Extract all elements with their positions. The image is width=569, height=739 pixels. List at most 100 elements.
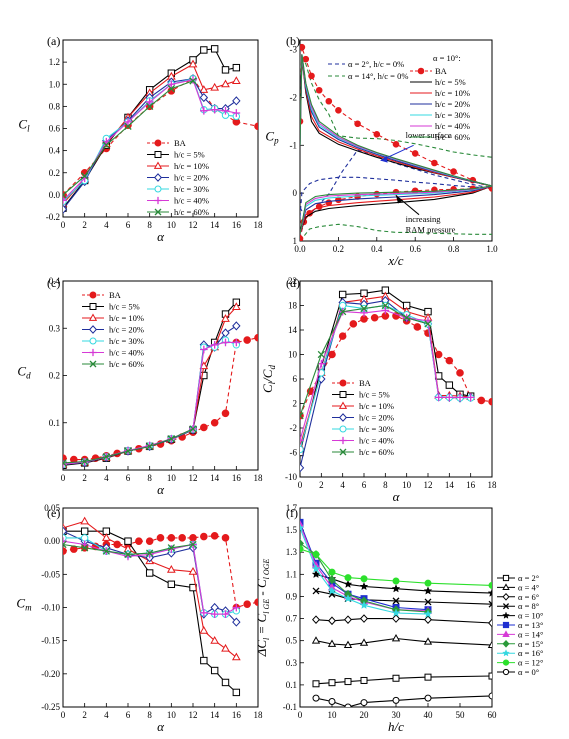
x-tick-label: 2 — [82, 473, 87, 483]
legend-label-h10: h/c = 10% — [174, 161, 209, 171]
series-f-3-point — [488, 600, 492, 608]
series-BA-point — [328, 350, 336, 359]
series-h5-point — [445, 381, 454, 389]
legend-marker — [502, 630, 510, 637]
legend-marker-h40 — [154, 196, 162, 205]
y-tick-label: 0.05 — [44, 503, 60, 513]
series-h40-line — [300, 185, 492, 234]
legend-marker-h5 — [339, 391, 347, 398]
series-f-7-point — [328, 575, 336, 585]
series-h40-point — [232, 338, 241, 347]
panel-label: (b) — [286, 34, 300, 48]
legend-label-h30: h/c = 30% — [109, 336, 144, 346]
series-f-1-point — [311, 636, 321, 644]
chart-panel-c: 0 2 4 6 8 10 12 14 16 18 0.1 0.2 0.3 0.4(c) α Cd BA h/c =… — [17, 276, 263, 497]
y-tick-label: 0.6 — [49, 124, 61, 134]
series-f-8-point — [300, 523, 305, 532]
x-tick-label: 0.4 — [371, 244, 383, 254]
series-h40-point — [221, 338, 230, 347]
series-f-1-point — [359, 638, 369, 646]
series-h40-point — [381, 306, 390, 315]
legend-label-h40: h/c = 40% — [174, 196, 209, 206]
y-axis-label: Cd — [17, 364, 31, 381]
series-h40-point — [189, 75, 197, 84]
y-axis-label-sub: l — [267, 381, 277, 384]
y-tick-label: 0.4 — [49, 146, 61, 156]
series-h5-point — [200, 46, 208, 54]
series-f-10-point — [424, 694, 432, 702]
legend-marker-h5 — [89, 303, 97, 310]
series-f-9-point — [328, 568, 336, 576]
y-tick-label: 1.5 — [286, 525, 298, 535]
legend-marker-h30 — [339, 425, 347, 433]
x-tick-label: 6 — [126, 710, 131, 720]
series-h40-point — [63, 196, 67, 205]
series-f-9-point — [300, 545, 304, 553]
series-f-7-point — [300, 539, 304, 548]
legend-label-h40: h/c = 40% — [359, 436, 394, 446]
series-h60-point — [381, 301, 389, 310]
series-h60-point — [63, 191, 67, 199]
series-f-0-point — [360, 676, 368, 684]
y-tick-label: 0.7 — [286, 614, 298, 624]
series-h60-point — [124, 447, 132, 455]
x-tick-label: 0.8 — [448, 244, 460, 254]
x-axis-label: α — [393, 489, 401, 504]
series-h60-point — [81, 544, 89, 552]
y-tick-label: -0.20 — [41, 669, 60, 679]
series-f-8-point — [327, 586, 337, 595]
y-axis-label-part: ΔC — [254, 640, 269, 658]
series-BA-point — [63, 547, 67, 555]
series-BA-point — [445, 356, 454, 365]
series-BA-line — [300, 315, 492, 417]
legend-marker — [502, 583, 510, 590]
legend-label-BA: BA — [359, 378, 372, 388]
plot-area — [300, 43, 492, 241]
x-tick-label: 14 — [210, 473, 220, 483]
series-h40-point — [232, 109, 241, 117]
series-f-0-point — [424, 673, 432, 681]
series-h10-point — [231, 302, 241, 311]
y-tick-label: -0.25 — [41, 702, 60, 712]
legend-marker — [502, 603, 510, 610]
x-tick-label: 10 — [167, 473, 177, 483]
series-f-1-point — [343, 640, 353, 648]
series-f-10-point — [328, 697, 336, 705]
x-tick-label: 18 — [254, 710, 264, 720]
series-BA-point — [325, 97, 333, 105]
series-f-3-point — [392, 597, 400, 605]
y-axis-label-part: l GE — [262, 599, 271, 614]
series-h60-point — [81, 172, 89, 180]
legend-dashed-label: α = 2°, h/c = 0% — [348, 59, 404, 69]
y-tick-label: -0.1 — [283, 702, 297, 712]
legend-label-h40: h/c = 40% — [109, 348, 144, 358]
series-h60-point — [167, 435, 175, 443]
series-BA-point — [338, 332, 347, 340]
series-h5-point — [80, 527, 89, 535]
plot-area — [63, 516, 258, 697]
legend-label-h60: h/c = 60% — [435, 132, 470, 142]
y-tick-label: -0.15 — [41, 636, 60, 646]
x-tick-label: 0 — [298, 480, 303, 490]
legend-label-h40: h/c = 40% — [435, 121, 470, 131]
series-h20-point — [199, 92, 209, 103]
x-tick-label: 0.2 — [333, 244, 344, 254]
legend-label: α = 4° — [518, 582, 539, 592]
series-f-2-point — [488, 618, 492, 628]
series-f-5-point — [300, 518, 304, 526]
chart-panel-f: 0 10 20 30 40 50 60 -0.1 0.1 0.3 0.5 0.7 0.9 1.1 1.3 1.… — [254, 503, 543, 734]
chart-panel-e: 0 2 4 6 8 10 12 14 16 18 -0.25 -0.20 -0.15 -0.10 -0.05… — [16, 503, 263, 734]
series-h60-point — [167, 85, 175, 93]
series-dashed-h60-line — [300, 57, 492, 158]
series-h5-line — [300, 185, 492, 234]
series-h20-point — [63, 526, 68, 536]
x-tick-label: 2 — [82, 220, 87, 230]
x-tick-label: 10 — [328, 710, 338, 720]
x-axis-label: α — [157, 482, 165, 497]
series-f-4-point — [487, 588, 492, 597]
legend-marker — [502, 649, 510, 657]
x-tick-label: 6 — [126, 473, 131, 483]
y-tick-label: -2 — [290, 423, 298, 433]
x-tick-label: 8 — [383, 480, 388, 490]
legend-label-h60: h/c = 60% — [109, 359, 144, 369]
